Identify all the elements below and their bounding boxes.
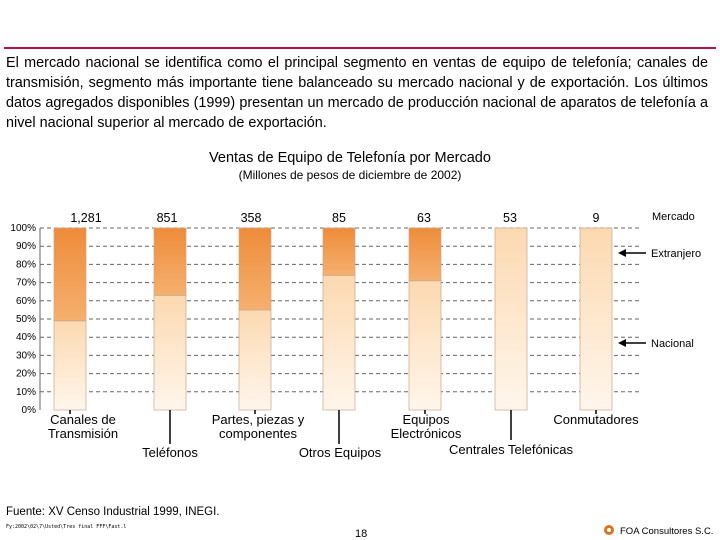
y-tick-label: 0% xyxy=(22,405,37,416)
bar-nacional xyxy=(153,294,187,411)
bar-extranjero xyxy=(238,227,272,311)
y-tick-label: 80% xyxy=(16,259,36,270)
y-tick-label: 60% xyxy=(16,296,36,307)
bar-total-label: 851 xyxy=(157,211,178,225)
bar-nacional xyxy=(579,227,613,411)
y-tick-label: 50% xyxy=(16,314,36,325)
y-tick-label: 10% xyxy=(16,387,36,398)
file-path: Fy:2002\02\7\Usted\Tres final FFF\Fast.l xyxy=(6,524,127,530)
bar-nacional xyxy=(494,227,528,411)
y-tick-label: 20% xyxy=(16,369,36,380)
category-label: Conmutadores xyxy=(553,412,639,427)
bar-extranjero xyxy=(408,227,442,282)
category-label: Equipos Electrónicos xyxy=(391,412,462,441)
y-tick-label: 40% xyxy=(16,332,36,343)
bar-extranjero xyxy=(153,227,187,296)
y-tick-label: 90% xyxy=(16,241,36,252)
bar-nacional xyxy=(238,309,272,411)
category-label: Otros Equipos xyxy=(299,445,382,460)
bar-extranjero xyxy=(53,227,87,322)
bar-nacional xyxy=(53,320,87,411)
chart-subtitle: (Millones de pesos de diciembre de 2002) xyxy=(238,168,462,182)
intro-paragraph: El mercado nacional se identifica como e… xyxy=(6,55,708,131)
page-number: 18 xyxy=(355,528,368,540)
legend-arrow-head xyxy=(618,339,626,347)
y-tick-label: 30% xyxy=(16,350,36,361)
company-name: FOA Consultores S.C. xyxy=(620,526,714,537)
source-note: Fuente: XV Censo Industrial 1999, INEGI. xyxy=(6,506,220,518)
chart-title: Ventas de Equipo de Telefonía por Mercad… xyxy=(209,150,491,166)
bar-total-label: 9 xyxy=(593,211,600,225)
legend-arrow-head xyxy=(618,249,626,257)
legend-entry: Extranjero xyxy=(651,248,701,260)
legend-title: Mercado xyxy=(652,211,695,223)
bar-total-label: 358 xyxy=(241,211,262,225)
category-label: Teléfonos xyxy=(142,445,198,460)
company-logo-icon xyxy=(604,525,614,535)
bar-total-label: 63 xyxy=(417,211,431,225)
category-label: Partes, piezas y componentes xyxy=(212,412,305,441)
bar-extranjero xyxy=(322,227,356,276)
y-tick-label: 70% xyxy=(16,278,36,289)
bar-total-label: 53 xyxy=(503,211,517,225)
legend-entry: Nacional xyxy=(651,338,694,350)
y-tick-label: 100% xyxy=(10,223,36,234)
bar-total-label: 85 xyxy=(332,211,346,225)
bar-nacional xyxy=(408,280,442,411)
bar-nacional xyxy=(322,274,356,411)
bar-total-label: 1,281 xyxy=(70,211,101,225)
top-rule xyxy=(4,47,716,49)
category-label: Canales de Transmisión xyxy=(48,412,118,441)
category-label: Centrales Telefónicas xyxy=(449,442,574,457)
